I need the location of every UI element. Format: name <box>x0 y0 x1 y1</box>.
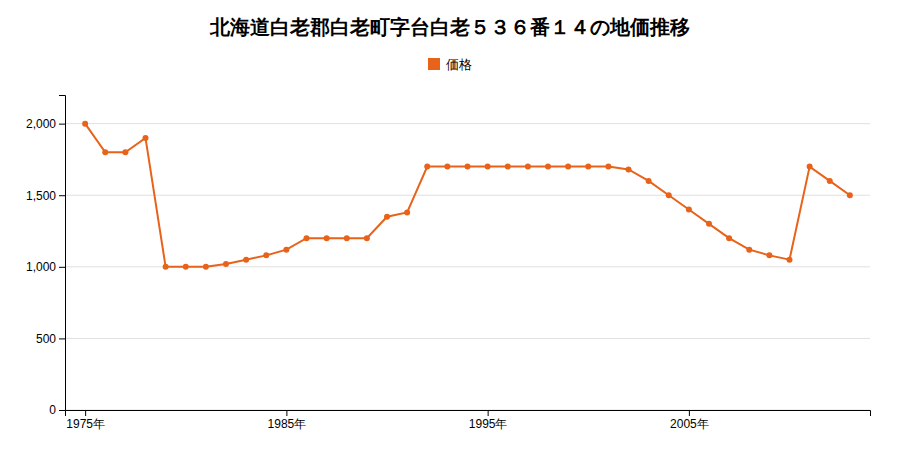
point <box>344 235 350 241</box>
legend: 価格 <box>428 57 472 72</box>
point <box>465 164 471 170</box>
point <box>646 178 652 184</box>
grid <box>65 124 870 410</box>
point <box>847 192 853 198</box>
point <box>485 164 491 170</box>
point <box>626 166 632 172</box>
tick: 2,000 <box>26 117 65 131</box>
point <box>82 121 88 127</box>
point <box>243 257 249 263</box>
tick: 1,500 <box>26 189 65 203</box>
point <box>827 178 833 184</box>
point <box>263 252 269 258</box>
point <box>364 235 370 241</box>
point <box>565 164 571 170</box>
tick-label: 1985年 <box>268 417 307 431</box>
point <box>143 135 149 141</box>
tick-mark <box>85 410 86 416</box>
point <box>505 164 511 170</box>
tick: 500 <box>36 332 65 346</box>
legend-item: 価格 <box>428 57 472 72</box>
point <box>324 235 330 241</box>
tick: 1,000 <box>26 260 65 274</box>
point <box>666 192 672 198</box>
point <box>525 164 531 170</box>
point <box>605 164 611 170</box>
tick-label: 1995年 <box>469 417 508 431</box>
tick-mark <box>59 410 65 411</box>
tick-mark <box>59 338 65 339</box>
tick-mark <box>59 124 65 125</box>
point <box>163 264 169 270</box>
chart: 北海道白老郡白老町字台白老５３６番１４の地価推移 1975年 1985年 1995年 2… <box>0 0 900 450</box>
point <box>102 149 108 155</box>
point <box>203 264 209 270</box>
legend-swatch <box>428 58 440 70</box>
tick-label: 0 <box>49 403 56 417</box>
tick-label: 1975年 <box>66 417 105 431</box>
tick: 2005年 <box>670 410 709 431</box>
y-axis: 0 500 1,000 1,500 2,000 <box>26 96 66 418</box>
point <box>545 164 551 170</box>
grid-line <box>65 338 870 339</box>
tick-mark <box>488 410 489 416</box>
point <box>585 164 591 170</box>
marks <box>82 121 853 270</box>
plot: 1975年 1985年 1995年 2005年 0 500 1,000 1,500 2,000 <box>26 96 871 431</box>
tick-mark <box>59 267 65 268</box>
point <box>304 235 310 241</box>
grid-line <box>65 195 870 196</box>
tick-label: 500 <box>36 332 56 346</box>
point <box>122 149 128 155</box>
point <box>444 164 450 170</box>
tick-label: 2005年 <box>670 417 709 431</box>
x-axis: 1975年 1985年 1995年 2005年 <box>66 410 871 431</box>
legend-label: 価格 <box>446 57 472 72</box>
tick: 1975年 <box>66 410 105 431</box>
point <box>726 235 732 241</box>
point <box>283 247 289 253</box>
title: 北海道白老郡白老町字台白老５３６番１４の地価推移 <box>209 15 690 39</box>
point <box>424 164 430 170</box>
point <box>384 214 390 220</box>
point <box>766 252 772 258</box>
point <box>746 247 752 253</box>
tick-label: 1,000 <box>26 260 56 274</box>
point <box>404 209 410 215</box>
tick: 0 <box>49 403 65 417</box>
tick-label: 1,500 <box>26 189 56 203</box>
tick: 1985年 <box>268 410 307 431</box>
point <box>686 207 692 213</box>
tick-mark <box>286 410 287 416</box>
point <box>706 221 712 227</box>
axis-line <box>59 96 66 411</box>
line <box>85 124 850 267</box>
point <box>183 264 189 270</box>
tick: 1995年 <box>469 410 508 431</box>
point <box>223 261 229 267</box>
tick-mark <box>689 410 690 416</box>
point <box>787 257 793 263</box>
grid-line <box>65 123 870 124</box>
point <box>807 164 813 170</box>
axis-line <box>66 411 871 417</box>
tick-label: 2,000 <box>26 117 56 131</box>
tick-mark <box>59 195 65 196</box>
